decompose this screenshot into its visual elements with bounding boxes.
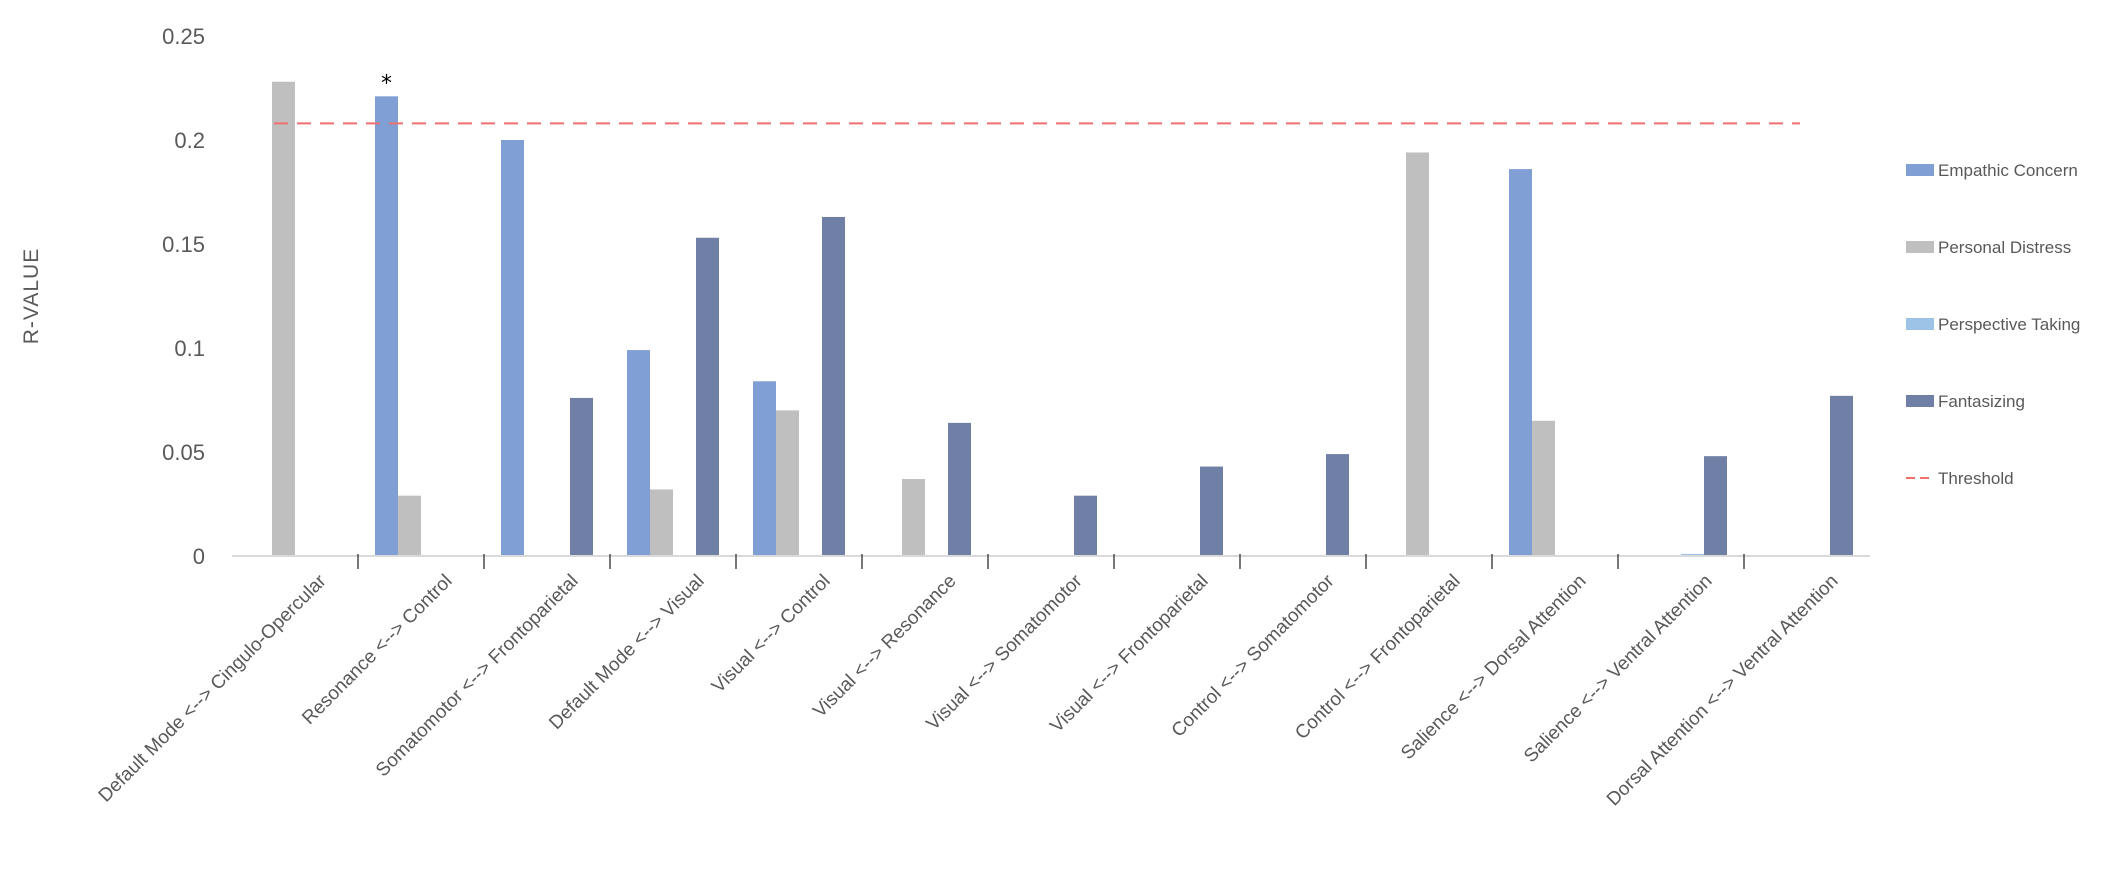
category-label: Visual <--> Control — [708, 571, 835, 698]
legend-swatch — [1906, 395, 1934, 407]
bar-empathic-concern — [375, 96, 398, 556]
bar-fantasizing — [1830, 395, 1853, 556]
bar-fantasizing — [1704, 456, 1727, 556]
legend: Empathic Concern Personal Distress Perspec… — [1906, 161, 2080, 488]
legend-label: Perspective Taking — [1938, 315, 2080, 334]
legend-swatch — [1906, 241, 1934, 253]
bar-personal-distress — [272, 81, 295, 556]
bar-fantasizing — [1200, 466, 1223, 556]
bar-personal-distress — [1406, 152, 1429, 557]
bar-empathic-concern — [1509, 169, 1532, 556]
legend-swatch — [1906, 318, 1934, 330]
significance-star: * — [381, 71, 392, 96]
y-tick-label: 0.15 — [162, 232, 205, 257]
y-tick-label: 0.05 — [162, 440, 205, 465]
bar-personal-distress — [398, 495, 421, 556]
category-labels: Default Mode <--> Cingulo-OpercularReson… — [95, 570, 1843, 810]
bar-personal-distress — [650, 489, 673, 556]
bar-empathic-concern — [627, 350, 650, 556]
y-axis-title: R-VALUE — [20, 248, 43, 344]
bar-fantasizing — [822, 216, 845, 556]
legend-label: Personal Distress — [1938, 238, 2071, 257]
bar-fantasizing — [1074, 495, 1097, 556]
y-tick-label: 0 — [193, 544, 205, 569]
bar-personal-distress — [902, 479, 925, 556]
bar-empathic-concern — [501, 140, 524, 556]
bar-personal-distress — [776, 410, 799, 556]
bars — [272, 81, 1853, 557]
bar-personal-distress — [1532, 420, 1555, 556]
bar-fantasizing — [948, 422, 971, 556]
legend-label: Empathic Concern — [1938, 161, 2078, 180]
y-tick-label: 0.25 — [162, 24, 205, 49]
legend-swatch — [1906, 164, 1934, 176]
category-label: Somatomotor <--> Frontoparietal — [372, 571, 582, 781]
y-tick-label: 0.1 — [174, 336, 205, 361]
y-axis-ticks: 0 0.05 0.1 0.15 0.2 0.25 — [162, 24, 205, 569]
x-axis-ticks — [357, 554, 1745, 569]
category-label: Dorsal Attention <--> Ventral Attention — [1603, 571, 1843, 811]
bar-fantasizing — [570, 397, 593, 556]
category-label: Visual <--> Resonance — [809, 571, 960, 722]
category-label: Default Mode <--> Cingulo-Opercular — [95, 570, 331, 806]
bar-empathic-concern — [753, 381, 776, 556]
legend-label: Threshold — [1938, 469, 2014, 488]
bar-perspective-taking — [1681, 553, 1704, 556]
bar-fantasizing — [1326, 454, 1349, 556]
y-tick-label: 0.2 — [174, 128, 205, 153]
legend-label: Fantasizing — [1938, 392, 2025, 411]
bar-fantasizing — [696, 237, 719, 556]
annotations: * — [381, 71, 392, 96]
